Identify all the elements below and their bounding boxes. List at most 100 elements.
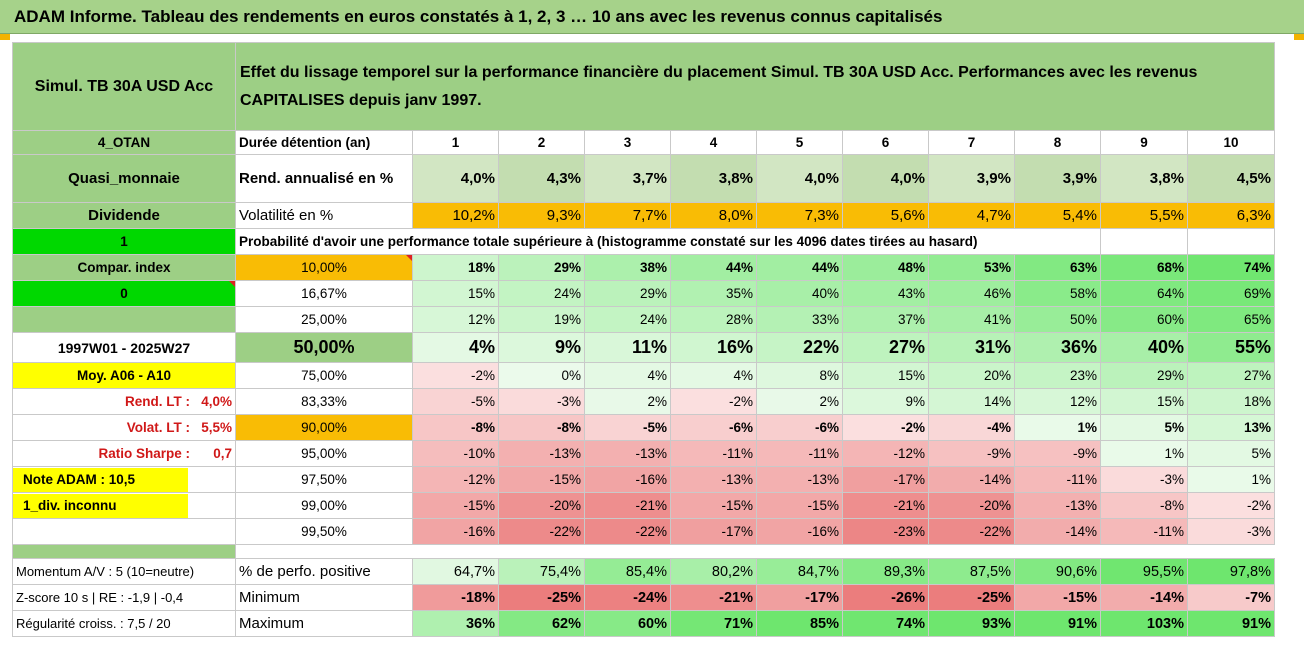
probability-value: -13% [670,466,757,493]
probability-value: -14% [1014,518,1101,545]
probability-value: -8% [498,414,585,441]
rend-lt-cell-value: 4,0% [201,394,232,409]
vol-value: 5,4% [1014,202,1101,229]
rend-value: 3,9% [1014,154,1101,203]
probability-value: -13% [584,440,671,467]
threshold-cell: 25,00% [235,306,413,333]
probability-value: 38% [584,254,671,281]
bottom-value: 75,4% [498,558,585,585]
selector-zero-cell[interactable]: 0 [12,280,236,307]
rend-label: Rend. annualisé en % [235,154,413,203]
bottom-label-cell: Minimum [235,584,413,611]
probability-value: -13% [498,440,585,467]
description-cell: Effet du lissage temporel sur la perform… [235,42,1275,131]
probability-value: -21% [584,492,671,519]
probability-value: 40% [756,280,843,307]
year-header-5: 5 [756,130,843,155]
year-header-4: 4 [670,130,757,155]
vol-value: 4,7% [928,202,1015,229]
probability-value: -9% [928,440,1015,467]
moy-cell: Moy. A06 - A10 [12,362,236,389]
bottom-value: 85% [756,610,843,637]
threshold-cell: 10,00% [235,254,413,281]
vol-value: 8,0% [670,202,757,229]
probability-value: 68% [1100,254,1188,281]
probability-value: 15% [412,280,499,307]
probability-value: -2% [1187,492,1275,519]
year-header-7: 7 [928,130,1015,155]
probability-value: 16% [670,332,757,363]
probability-value: 74% [1187,254,1275,281]
probability-value: -22% [498,518,585,545]
bottom-left-cell: Régularité croiss. : 7,5 / 20 [12,610,236,637]
threshold-cell: 50,00% [235,332,413,363]
bottom-value: -24% [584,584,671,611]
rend-value: 3,9% [928,154,1015,203]
threshold-cell: 99,50% [235,518,413,545]
rend-lt-cell: Rend. LT : 4,0% [12,388,236,415]
threshold-cell: 97,50% [235,466,413,493]
probability-value: 0% [498,362,585,389]
probability-value: -6% [756,414,843,441]
rend-lt-cell-label: Rend. LT : [125,394,190,409]
probability-value: 46% [928,280,1015,307]
rend-value: 4,5% [1187,154,1275,203]
probability-value: -20% [928,492,1015,519]
rend-value: 3,7% [584,154,671,203]
otan-cell: 4_OTAN [12,130,236,155]
bottom-value: 103% [1100,610,1188,637]
bottom-value: 90,6% [1014,558,1101,585]
probability-value: 12% [1014,388,1101,415]
probability-value: -16% [584,466,671,493]
year-header-8: 8 [1014,130,1101,155]
year-header-6: 6 [842,130,929,155]
bottom-value: 93% [928,610,1015,637]
probability-value: -12% [412,466,499,493]
probability-value: -17% [842,466,929,493]
selector-one-cell[interactable]: 1 [12,228,236,255]
probability-value: 44% [670,254,757,281]
probability-value: 23% [1014,362,1101,389]
probability-value: -12% [842,440,929,467]
vol-value: 7,3% [756,202,843,229]
bottom-left-cell: Momentum A/V : 5 (10=neutre) [12,558,236,585]
category-cell: Quasi_monnaie [12,154,236,203]
div-cell: 1_div. inconnu [12,492,236,519]
probability-value: -20% [498,492,585,519]
bottom-value: -26% [842,584,929,611]
probability-value: 69% [1187,280,1275,307]
probability-value: 41% [928,306,1015,333]
bottom-value: -21% [670,584,757,611]
probability-value: 5% [1187,440,1275,467]
bottom-label-cell: % de perfo. positive [235,558,413,585]
year-header-9: 9 [1100,130,1188,155]
probability-value: -22% [928,518,1015,545]
probability-value: 13% [1187,414,1275,441]
probability-value: -2% [842,414,929,441]
empty-green-cell [12,306,236,333]
probability-value: 5% [1100,414,1188,441]
period-cell: 1997W01 - 2025W27 [12,332,236,363]
probability-value: 1% [1187,466,1275,493]
rend-value: 4,3% [498,154,585,203]
bottom-value: 74% [842,610,929,637]
probability-value: -11% [1100,518,1188,545]
probability-value: -11% [1014,466,1101,493]
probability-value: 24% [584,306,671,333]
probability-value: 50% [1014,306,1101,333]
probability-value: 35% [670,280,757,307]
probability-value: -8% [1100,492,1188,519]
probability-value: 12% [412,306,499,333]
note-adam-cell-text: Note ADAM : 10,5 [13,467,188,492]
empty-cell [1187,228,1275,255]
probability-value: 48% [842,254,929,281]
probability-value: 4% [670,362,757,389]
returns-table: Simul. TB 30A USD Acc Effet du lissage t… [12,42,1275,637]
bottom-label-cell: Maximum [235,610,413,637]
volat-lt-cell-label: Volat. LT : [126,420,190,435]
probability-value: 44% [756,254,843,281]
volat-lt-cell: Volat. LT : 5,5% [12,414,236,441]
probability-value: 58% [1014,280,1101,307]
bottom-value: 89,3% [842,558,929,585]
bottom-value: -18% [412,584,499,611]
